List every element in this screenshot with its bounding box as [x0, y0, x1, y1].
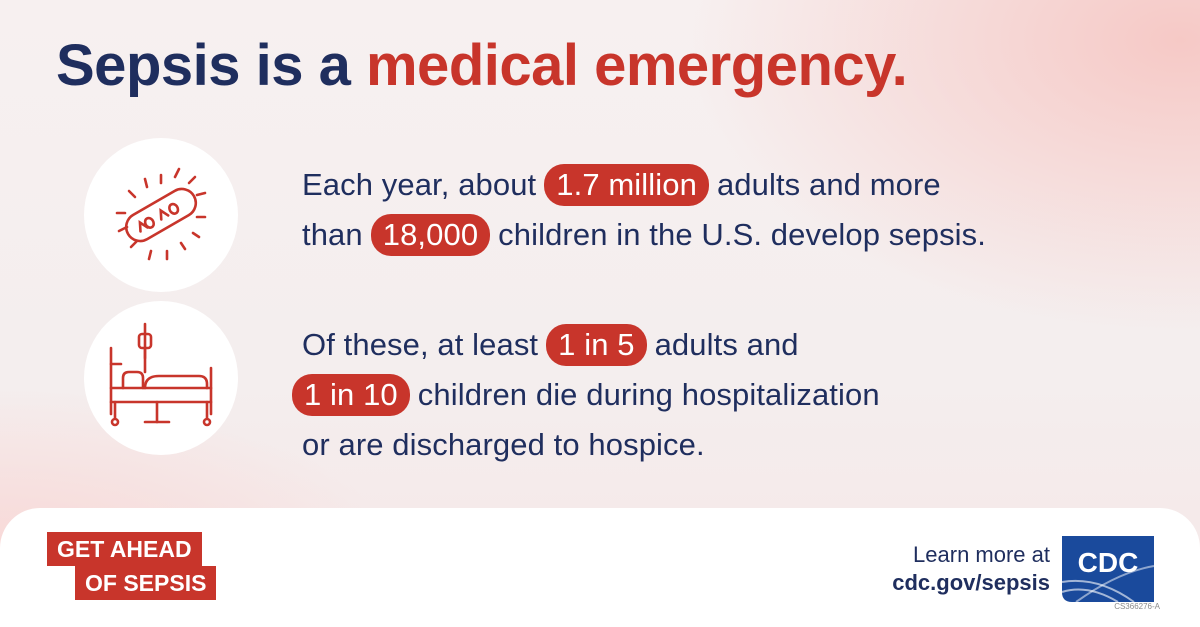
stat1-text: Each year, about — [302, 167, 537, 202]
learn-more-block: Learn more at cdc.gov/sepsis — [892, 541, 1050, 597]
stat2-text: children die during hospitalization — [417, 377, 880, 412]
stat1-adults-pill: 1.7 million — [544, 164, 709, 206]
hospital-bed-icon — [109, 322, 213, 427]
stat1-line1: Each year, about 1.7 million adults and … — [302, 160, 986, 210]
headline: Sepsis is a medical emergency. — [56, 32, 908, 99]
cdc-logo-text: CDC — [1078, 547, 1139, 578]
stat-block-incidence: Each year, about 1.7 million adults and … — [302, 160, 986, 260]
headline-part1: Sepsis is a — [56, 33, 366, 98]
campaign-line1: GET AHEAD — [47, 532, 202, 566]
headline-part2: medical emergency. — [365, 33, 908, 98]
stat2-line2: 1 in 10 children die during hospitalizat… — [292, 370, 880, 420]
stat1-text: children in the U.S. develop sepsis. — [498, 217, 986, 252]
stat2-children-pill: 1 in 10 — [292, 374, 410, 416]
stat1-children-pill: 18,000 — [370, 214, 491, 256]
stat2-text: or are discharged to hospice. — [302, 427, 705, 462]
learn-more-link[interactable]: cdc.gov/sepsis — [892, 570, 1050, 595]
stat1-text: adults and more — [716, 167, 941, 202]
document-code: CS366276-A — [1114, 602, 1160, 611]
footer: GET AHEAD OF SEPSIS Learn more at cdc.go… — [0, 508, 1200, 627]
stat1-line2: than 18,000 children in the U.S. develop… — [302, 210, 986, 260]
stat2-adults-pill: 1 in 5 — [546, 324, 647, 366]
stat2-line1: Of these, at least 1 in 5 adults and — [292, 320, 880, 370]
campaign-line2: OF SEPSIS — [75, 566, 217, 600]
learn-more-label: Learn more at — [913, 542, 1050, 567]
hospital-bed-icon-circle — [84, 301, 238, 455]
stat1-text: than — [302, 217, 363, 252]
bacteria-icon — [115, 167, 207, 261]
stat2-text: adults and — [654, 327, 799, 362]
stat-block-mortality: Of these, at least 1 in 5 adults and 1 i… — [292, 320, 880, 470]
cdc-logo: CDC — [1061, 536, 1155, 603]
campaign-logo: GET AHEAD OF SEPSIS — [47, 532, 217, 600]
stat2-text: Of these, at least — [302, 327, 539, 362]
bacteria-icon-circle — [84, 138, 238, 292]
stat2-line3: or are discharged to hospice. — [292, 420, 880, 470]
